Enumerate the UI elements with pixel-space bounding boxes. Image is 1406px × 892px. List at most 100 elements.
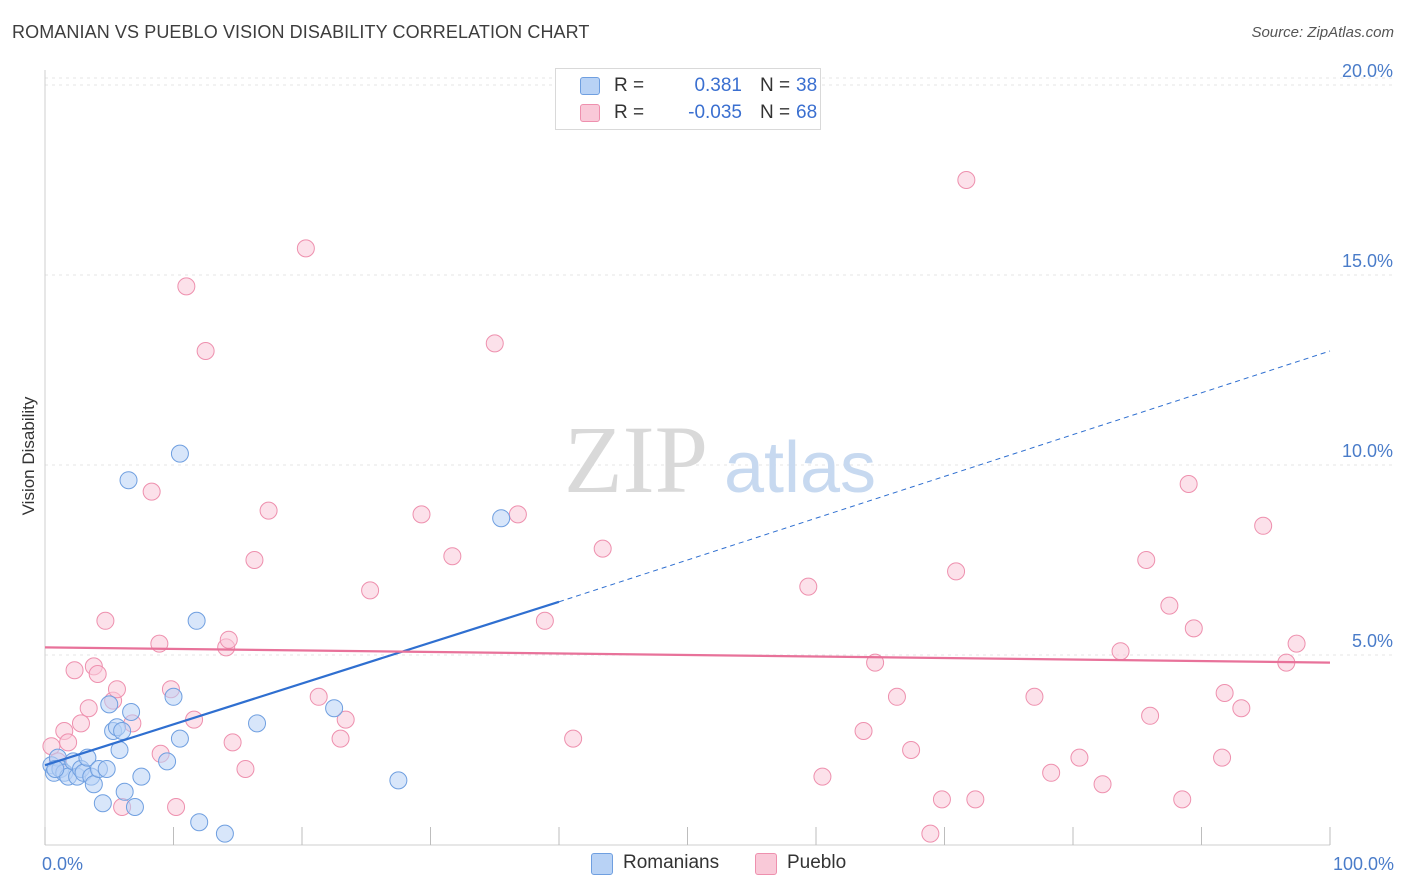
- pueblo-point: [902, 741, 921, 759]
- romanian-point: [115, 782, 134, 801]
- pueblo-point: [443, 547, 462, 566]
- pueblo-point: [361, 581, 380, 600]
- romanian-point: [119, 471, 138, 490]
- pueblo-swatch: [580, 104, 600, 122]
- pueblo-point: [1213, 748, 1232, 767]
- romanian-point: [325, 699, 344, 718]
- pueblo-point: [508, 505, 527, 524]
- pueblo-point: [1070, 748, 1089, 767]
- pueblo-point: [1093, 775, 1112, 794]
- y-tick-label: 5.0%: [1352, 631, 1393, 651]
- x-tick-label: 100.0%: [1333, 854, 1394, 874]
- romanian-point: [113, 722, 132, 740]
- pueblo-point: [259, 501, 278, 520]
- pueblo-point: [1025, 687, 1044, 706]
- source-label: Source: ZipAtlas.com: [1251, 24, 1394, 41]
- romanians-swatch: [580, 77, 600, 95]
- pueblo-point: [485, 334, 504, 353]
- pueblo-point: [799, 577, 818, 596]
- romanians-trend-line: [44, 600, 560, 767]
- romanian-point: [170, 729, 189, 748]
- y-tick-label: 10.0%: [1342, 441, 1393, 461]
- y-axis-label: Vision Disability: [19, 396, 38, 515]
- romanian-point: [170, 444, 189, 463]
- pueblo-point: [1042, 763, 1061, 782]
- romanians-swatch: [591, 853, 613, 875]
- pueblo-point: [59, 733, 78, 752]
- romanians-label: Romanians: [623, 852, 720, 873]
- romanian-point: [46, 760, 65, 778]
- romanians-points: [42, 444, 511, 843]
- pueblo-point: [142, 482, 161, 501]
- romanian-point: [190, 813, 209, 832]
- pueblo-point: [1111, 642, 1130, 661]
- pueblo-point: [1232, 699, 1251, 718]
- legend-r-label: R =: [614, 75, 645, 96]
- romanian-point: [492, 509, 511, 528]
- pueblo-point: [96, 611, 115, 630]
- axes: [44, 70, 1331, 846]
- pueblo-point: [88, 665, 107, 683]
- pueblo-point: [1215, 684, 1234, 702]
- romanian-point: [97, 760, 116, 778]
- pueblo-point: [223, 733, 242, 752]
- romanians-trend-extension: [558, 350, 1331, 603]
- pueblo-point: [79, 699, 98, 718]
- pueblo-point: [1254, 516, 1273, 535]
- romanian-point: [187, 611, 206, 630]
- pueblo-point: [331, 729, 350, 748]
- pueblo-point: [1137, 551, 1156, 569]
- pueblo-point: [1173, 790, 1192, 809]
- watermark-zip: ZIP: [564, 406, 708, 513]
- pueblo-point: [921, 824, 940, 843]
- pueblo-point: [296, 239, 315, 258]
- romanian-point: [132, 767, 151, 786]
- romanian-point: [389, 771, 408, 790]
- pueblo-point: [236, 760, 255, 778]
- pueblo-point: [219, 630, 238, 649]
- x-tick-label: 0.0%: [42, 854, 83, 874]
- pueblo-point: [854, 722, 873, 740]
- pueblo-trend-line: [44, 646, 1331, 664]
- gridlines: [45, 77, 1395, 656]
- pueblo-point: [1179, 475, 1198, 493]
- pueblo-point: [535, 611, 554, 630]
- pueblo-point: [1160, 596, 1179, 615]
- romanian-point: [164, 687, 183, 706]
- legend-n-label: N =: [760, 102, 791, 123]
- tick-labels: 5.0% 10.0% 15.0% 20.0% 0.0% 100.0%: [42, 61, 1394, 874]
- romanian-point: [215, 824, 234, 843]
- romanian-point: [122, 703, 141, 721]
- pueblo-point: [593, 539, 612, 558]
- pueblo-label: Pueblo: [787, 852, 847, 873]
- y-tick-label: 20.0%: [1342, 61, 1393, 81]
- pueblo-point: [309, 687, 328, 706]
- romanian-point: [248, 714, 267, 733]
- legend-r-label: R =: [614, 102, 645, 123]
- pueblo-point: [196, 342, 215, 360]
- pueblo-point: [71, 714, 90, 733]
- pueblo-point: [107, 680, 126, 699]
- chart-title: ROMANIAN VS PUEBLO VISION DISABILITY COR…: [12, 22, 590, 42]
- pueblo-point: [1184, 619, 1203, 638]
- pueblo-point: [564, 729, 583, 748]
- pueblo-point: [65, 661, 84, 680]
- pueblo-point: [966, 790, 985, 809]
- legend-n-value: 68: [796, 102, 818, 123]
- romanian-point: [84, 775, 103, 794]
- pueblo-point: [412, 505, 431, 524]
- legend-r-value: 0.381: [694, 75, 742, 96]
- pueblo-point: [813, 767, 832, 786]
- trend-lines: [44, 350, 1331, 767]
- pueblo-point: [957, 171, 976, 189]
- watermark-atlas: atlas: [724, 428, 876, 508]
- romanian-point: [125, 798, 144, 816]
- romanian-point: [100, 695, 119, 714]
- pueblo-point: [1287, 634, 1306, 653]
- pueblo-swatch: [755, 853, 777, 875]
- pueblo-point: [336, 710, 355, 729]
- pueblo-point: [947, 562, 966, 581]
- pueblo-point: [177, 277, 196, 296]
- pueblo-point: [167, 798, 186, 816]
